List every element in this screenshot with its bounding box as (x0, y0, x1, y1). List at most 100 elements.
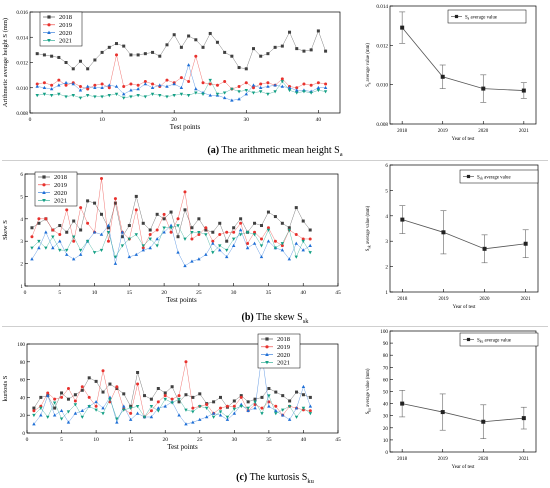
point-2020 (191, 420, 195, 424)
point-2021 (52, 401, 57, 405)
point-2019 (149, 409, 153, 413)
point-2019 (223, 79, 227, 83)
point-2019 (30, 235, 34, 239)
point-2021 (267, 394, 271, 398)
point-2018 (93, 201, 97, 205)
point-2020 (37, 246, 41, 250)
legend-label: 2020 (277, 352, 290, 359)
mean-point (482, 246, 487, 251)
legend-marker (466, 174, 471, 179)
point-2018 (141, 221, 145, 225)
point-2021 (184, 408, 188, 412)
y-tick-label: 3 (20, 239, 23, 245)
point-2018 (316, 29, 320, 33)
point-2021 (239, 405, 243, 409)
point-2018 (57, 55, 61, 59)
x-tick-label: 2020 (478, 129, 489, 134)
legend-marker (47, 39, 51, 43)
point-2020 (148, 246, 152, 250)
point-2020 (149, 415, 154, 419)
point-2020 (184, 422, 188, 426)
point-2019 (266, 226, 270, 230)
point-2020 (64, 80, 68, 84)
point-2019 (93, 83, 97, 87)
point-2021 (51, 235, 55, 239)
point-2020 (85, 84, 90, 88)
point-2020 (80, 408, 85, 413)
point-2019 (205, 403, 209, 407)
point-2019 (101, 369, 105, 373)
point-2019 (309, 83, 313, 87)
point-2019 (53, 397, 57, 401)
point-2019 (253, 230, 257, 234)
point-2020 (143, 82, 148, 86)
y-tick-label: 0.008 (376, 122, 388, 128)
point-2019 (170, 397, 174, 401)
point-2021 (71, 94, 75, 98)
point-2020 (287, 257, 292, 261)
point-2019 (176, 217, 180, 221)
point-2019 (239, 395, 243, 399)
point-2021 (80, 415, 85, 419)
point-2020 (267, 404, 271, 408)
point-2019 (78, 84, 82, 88)
legend-box (459, 169, 539, 184)
y-tick-label: 20 (20, 413, 26, 419)
point-2018 (295, 47, 299, 51)
point-2018 (149, 397, 153, 401)
y-tick-label: 5 (385, 188, 388, 194)
point-2019 (259, 237, 263, 241)
divider (2, 160, 548, 161)
point-2021 (172, 94, 176, 98)
x-tick-label: 35 (266, 290, 272, 296)
point-2021 (135, 405, 140, 409)
point-2020 (106, 223, 111, 227)
point-2021 (113, 255, 118, 259)
point-2018 (267, 387, 271, 390)
point-2019 (57, 78, 61, 82)
x-tick-label: 0 (29, 117, 32, 123)
point-2020 (128, 417, 133, 421)
point-2018 (219, 395, 223, 399)
point-2021 (32, 413, 36, 418)
point-2021 (128, 406, 133, 410)
point-2020 (253, 406, 257, 410)
point-2020 (211, 411, 216, 415)
point-2021 (93, 95, 97, 99)
point-2019 (73, 399, 77, 403)
legend-marker (42, 190, 46, 194)
point-2018 (32, 406, 36, 410)
point-2019 (194, 54, 198, 58)
y-axis-label: Arithmetic average height S (mm) (2, 18, 9, 107)
point-2018 (194, 38, 198, 42)
point-2020 (230, 98, 234, 102)
point-2020 (46, 393, 50, 397)
point-2020 (183, 263, 187, 268)
point-2020 (114, 84, 119, 88)
point-2019 (143, 79, 147, 83)
point-2020 (49, 87, 54, 91)
legend-label: 2020 (54, 190, 67, 197)
point-2019 (274, 404, 278, 408)
legend-box (447, 9, 527, 24)
x-tick-label: 40 (316, 117, 322, 123)
point-2020 (301, 384, 306, 388)
point-2021 (39, 406, 43, 410)
x-tick-label: 10 (92, 290, 98, 296)
point-2019 (301, 237, 305, 241)
point-2018 (100, 212, 104, 216)
point-2018 (301, 393, 305, 397)
point-2018 (100, 50, 104, 54)
point-2020 (169, 223, 173, 227)
point-2021 (309, 91, 313, 95)
point-2021 (106, 230, 111, 235)
point-2018 (86, 199, 90, 203)
point-2021 (134, 233, 139, 237)
point-2018 (225, 239, 229, 243)
point-2018 (136, 370, 140, 374)
y-tick-label: 40 (20, 395, 26, 401)
plot-frame (389, 164, 539, 293)
point-2018 (87, 376, 91, 380)
point-2020 (162, 230, 166, 234)
point-2020 (108, 395, 112, 399)
